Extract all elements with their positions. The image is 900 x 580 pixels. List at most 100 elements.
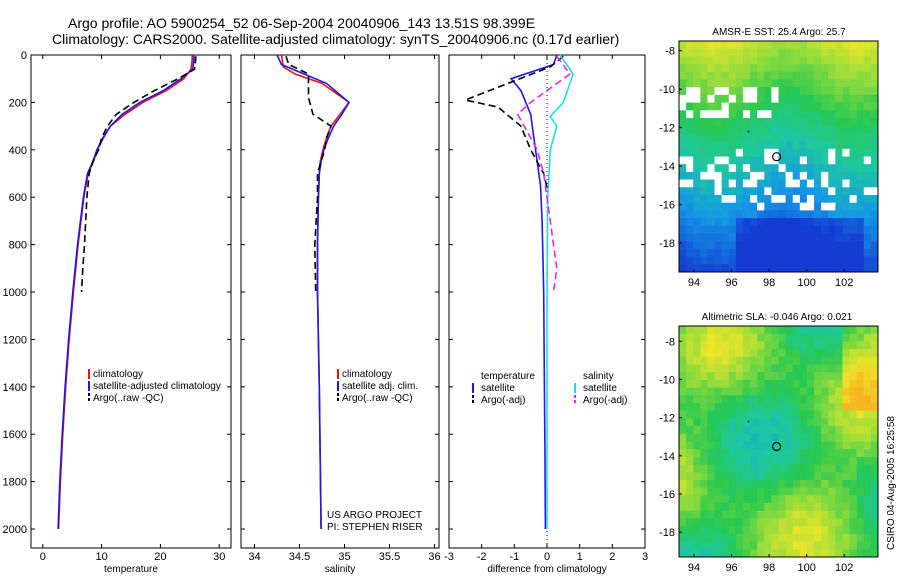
sla_map-cell xyxy=(742,456,751,465)
sla_map-cell xyxy=(778,341,787,350)
sla_map-cell xyxy=(750,326,758,335)
sla_map-cell xyxy=(721,387,730,396)
sla_map-cell xyxy=(806,364,815,373)
sla_map-cell xyxy=(735,441,744,450)
sst_map-cell xyxy=(721,48,730,57)
sst_map-cell xyxy=(771,87,779,96)
sst_map-cell xyxy=(757,202,765,211)
sla_map-cell xyxy=(757,472,765,481)
sla_map-cell xyxy=(728,526,737,535)
sla_map-cell xyxy=(679,510,687,519)
sst_map-cell xyxy=(849,225,858,234)
sla_map-cell xyxy=(778,495,787,504)
sst_map-cell xyxy=(870,164,879,173)
sla_map-cell xyxy=(778,503,787,512)
sla_map-cell xyxy=(856,549,865,558)
sla_map-cell xyxy=(757,349,765,358)
sst_map-cell xyxy=(799,256,808,265)
sla_map-cell xyxy=(757,410,765,419)
sst_map-cell xyxy=(870,210,879,219)
sst_map-cell xyxy=(849,56,858,65)
sla_map-cell xyxy=(679,472,687,481)
sst_map-cell xyxy=(693,241,701,250)
sla_map-cell xyxy=(828,518,836,527)
sst_map-cell xyxy=(679,102,687,111)
sla_map-cell xyxy=(757,333,765,342)
sla_map-cell xyxy=(842,495,850,504)
sla_map-cell xyxy=(742,395,751,404)
sst_map-cell xyxy=(814,148,822,157)
sla_map-cell xyxy=(750,526,758,535)
sla_map-cell xyxy=(792,495,801,504)
sla_map-cell xyxy=(842,410,850,419)
sst_map-cell xyxy=(700,133,708,142)
sst_map-cell xyxy=(750,195,758,204)
sst_map-cell xyxy=(835,256,843,265)
sst_map-cell xyxy=(728,241,737,250)
sla_map-cell xyxy=(806,510,815,519)
sst_map-cell xyxy=(728,248,737,257)
sst_map-cell xyxy=(849,71,858,80)
sst_map-cell xyxy=(856,48,865,57)
sst_map-cell xyxy=(764,171,772,180)
sst_map-cell xyxy=(863,41,872,50)
sst_map-cell xyxy=(757,264,765,273)
sla_map-cell xyxy=(750,364,758,373)
sla_map-cell xyxy=(799,341,808,350)
sst_map-cell xyxy=(792,148,801,157)
sst_map-cell xyxy=(799,248,808,257)
sst_map-cell xyxy=(714,202,723,211)
sst_map-cell xyxy=(856,41,865,50)
sla_map-cell xyxy=(785,518,794,527)
sst_map-cell xyxy=(849,218,858,227)
sst_map-cell xyxy=(870,141,879,150)
sla_map-cell xyxy=(856,333,865,342)
sla_map-cell xyxy=(842,533,850,542)
sst_map-cell xyxy=(714,241,723,250)
sla_map-cell xyxy=(778,441,787,450)
sst_map-cell xyxy=(799,48,808,57)
sla_map-cell xyxy=(814,533,822,542)
sla_map-cell xyxy=(771,541,779,550)
sla_map-cell xyxy=(842,487,850,496)
sst_map-cell xyxy=(778,171,787,180)
sla_map-cell xyxy=(700,526,708,535)
sla_map-cell xyxy=(778,449,787,458)
sla_map-cell xyxy=(799,349,808,358)
sla_map-cell xyxy=(700,356,708,365)
sla_map-cell xyxy=(856,487,865,496)
sla_map-cell xyxy=(814,364,822,373)
sla_map-cell xyxy=(771,433,779,442)
sla_map-cell xyxy=(728,387,737,396)
sla_map-cell xyxy=(835,349,843,358)
sst_map-cell xyxy=(828,164,836,173)
sst_map-cell xyxy=(792,164,801,173)
sla_map-cell xyxy=(792,441,801,450)
sst_map-cell xyxy=(686,225,694,234)
sla_map-cell xyxy=(721,333,730,342)
sla_map-cell xyxy=(799,379,808,388)
sla_map-cell xyxy=(693,456,701,465)
sla_map-cell xyxy=(771,510,779,519)
temperature-xtick-label: 0 xyxy=(40,551,46,563)
sst_map-cell xyxy=(799,102,808,111)
sst_map-cell xyxy=(778,241,787,250)
sst_map-cell xyxy=(835,218,843,227)
sst_map-cell xyxy=(828,202,836,211)
sla_map-cell xyxy=(821,456,829,465)
sla_map-cell xyxy=(728,364,737,373)
sst_map-cell xyxy=(764,179,772,188)
sla_map-cell xyxy=(828,541,836,550)
sst_map-cell xyxy=(714,110,723,119)
sst_map-cell xyxy=(821,79,829,88)
sla_map-cell xyxy=(771,495,779,504)
sla_map-cell xyxy=(735,403,744,412)
sst_map-cell xyxy=(757,94,765,103)
sla_map-cell xyxy=(764,503,772,512)
sla_map-cell xyxy=(742,341,751,350)
sla_map-cell xyxy=(799,387,808,396)
sst_map-cell xyxy=(842,141,850,150)
sst_map-cell xyxy=(778,179,787,188)
sst_map-cell xyxy=(679,256,687,265)
sst_map-cell xyxy=(821,187,829,196)
